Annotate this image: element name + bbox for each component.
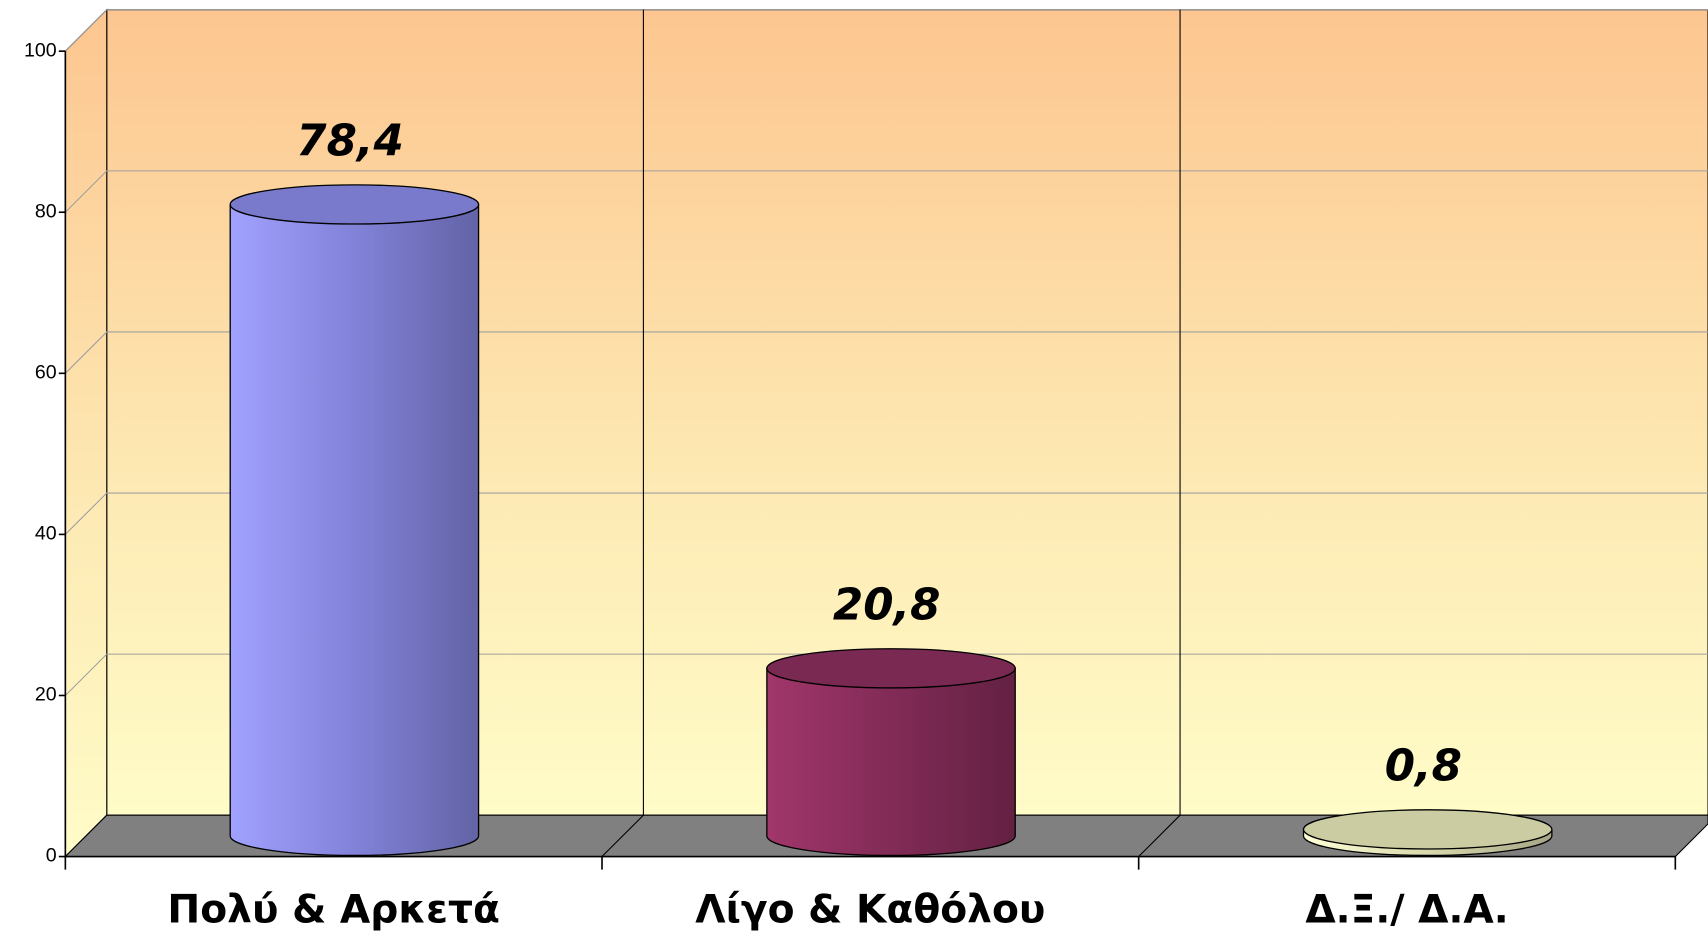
category-divider [1138, 814, 1181, 857]
grid-line [64, 492, 1708, 535]
category-divider [601, 814, 644, 857]
bar-top [1302, 809, 1553, 850]
y-tick-label: 40 [35, 523, 57, 545]
y-tick-label: 100 [24, 39, 57, 61]
x-tick-label: Λίγο & Καθόλου [695, 888, 1045, 933]
y-tick-label: 80 [35, 200, 57, 222]
x-tick-label: Πολύ & Αρκετά [167, 888, 500, 933]
bar [229, 203, 480, 857]
value-label: 78,4 [296, 117, 403, 167]
grid-line [64, 653, 1708, 696]
grid-line [64, 170, 1708, 213]
grid-line [64, 9, 1708, 52]
bar [766, 667, 1016, 857]
value-label: 20,8 [833, 580, 940, 630]
side-wall [64, 8, 108, 858]
grid-line [64, 331, 1708, 374]
y-tick-label: 60 [35, 361, 57, 383]
y-tick-label: 20 [35, 684, 57, 706]
bar-top [229, 184, 480, 225]
bar-top [766, 648, 1016, 689]
x-tick-label: Δ.Ξ./ Δ.Α. [1305, 888, 1508, 933]
value-label: 0,8 [1385, 741, 1462, 791]
y-tick-label: 0 [46, 845, 57, 867]
